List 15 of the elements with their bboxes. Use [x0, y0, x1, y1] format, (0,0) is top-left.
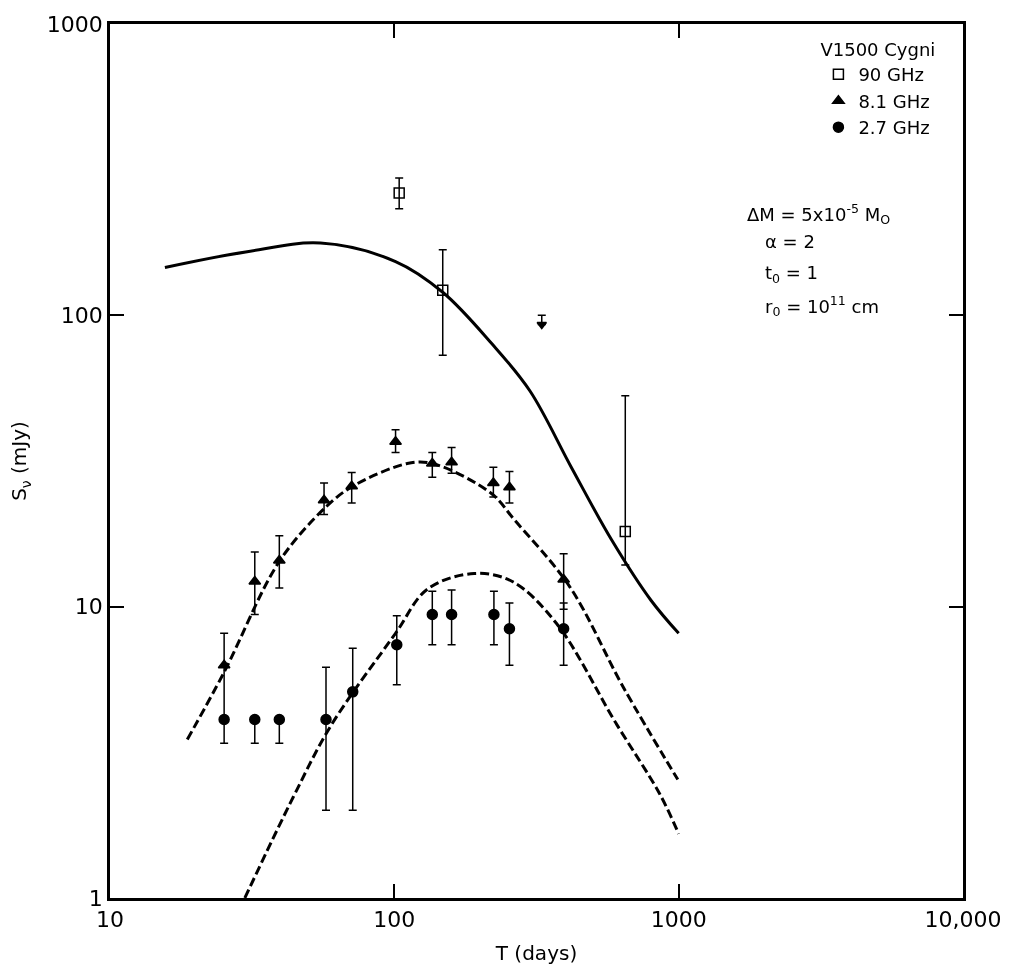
legend-label: 8.1 GHz — [858, 90, 930, 112]
x-tick-label: 100 — [373, 907, 416, 933]
legend-label: 90 GHz — [858, 64, 924, 86]
legend-title: V1500 Cygni — [820, 39, 936, 61]
annotation: α = 2 — [765, 231, 815, 252]
annotation: t$_{0}$ = 1 — [765, 262, 819, 286]
annotation: ΔM = 5x10$^{-5}$ M$_{O}$ — [747, 201, 891, 228]
annotation: r$_{0}$ = 10$^{11}$ cm — [765, 293, 880, 320]
y-tick-label: 1000 — [46, 11, 103, 37]
x-axis-title: T (days) — [494, 940, 578, 965]
x-tick-label: 10,000 — [924, 907, 1002, 933]
y-tick-label: 10 — [74, 594, 103, 620]
legend-label: 2.7 GHz — [858, 117, 930, 139]
x-tick-label: 1000 — [650, 907, 707, 933]
y-tick-label: 100 — [60, 303, 103, 329]
